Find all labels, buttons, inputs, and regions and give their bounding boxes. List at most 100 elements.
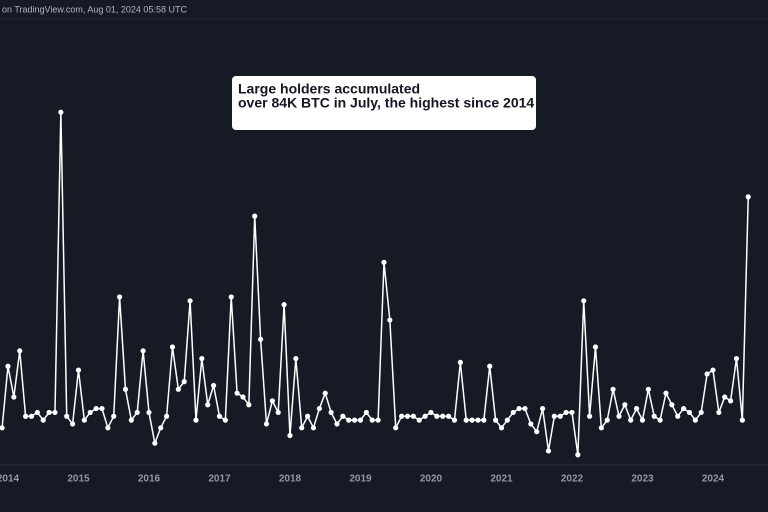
data-point: [234, 390, 240, 396]
x-tick-label: 2014: [0, 474, 20, 485]
data-point: [446, 413, 452, 419]
data-point: [739, 417, 745, 423]
data-point: [410, 413, 416, 419]
data-point: [263, 421, 270, 427]
data-point: [663, 390, 669, 396]
data-point: [610, 386, 616, 392]
data-point: [211, 382, 217, 389]
data-point: [5, 363, 11, 369]
data-point: [733, 355, 740, 362]
data-point: [52, 409, 58, 416]
data-point: [128, 417, 134, 423]
data-point: [169, 344, 176, 350]
data-point: [710, 367, 716, 373]
data-point: [393, 425, 399, 431]
data-point: [281, 302, 287, 308]
annotation-line: over 84K BTC in July, the highest since …: [238, 95, 534, 111]
data-point: [557, 413, 563, 419]
data-point: [11, 394, 17, 400]
data-point: [122, 386, 129, 392]
data-point: [357, 417, 364, 423]
x-tick-label: 2015: [67, 474, 90, 485]
data-point: [64, 413, 70, 419]
data-point: [651, 413, 657, 419]
data-point: [340, 413, 346, 419]
data-point: [528, 421, 534, 427]
data-point: [416, 417, 422, 423]
data-point: [592, 344, 599, 350]
data-point: [205, 402, 211, 408]
data-point: [422, 413, 428, 419]
data-point: [645, 386, 651, 392]
data-point: [534, 429, 540, 435]
data-point: [17, 348, 23, 354]
data-point: [111, 413, 117, 419]
data-point: [310, 425, 317, 431]
data-point: [440, 413, 446, 419]
data-point: [140, 348, 146, 354]
x-tick-label: 2024: [702, 474, 725, 485]
data-point: [105, 425, 111, 431]
data-point: [228, 294, 234, 300]
data-point: [569, 409, 575, 416]
data-point: [34, 409, 40, 416]
x-tick-label: 2017: [208, 474, 231, 485]
data-point: [704, 371, 710, 377]
data-point: [434, 413, 440, 419]
data-point: [622, 402, 628, 408]
data-point: [187, 298, 193, 304]
data-point: [716, 409, 722, 416]
x-tick-label: 2016: [138, 474, 161, 485]
data-point: [81, 417, 87, 423]
data-point: [40, 417, 46, 423]
x-tick-label: 2020: [420, 474, 443, 485]
data-point: [692, 417, 698, 423]
data-point: [99, 405, 105, 412]
data-point: [540, 405, 546, 412]
data-point: [451, 417, 458, 423]
data-point: [252, 213, 258, 219]
data-point: [240, 394, 246, 400]
data-point: [193, 417, 199, 423]
data-point: [381, 259, 387, 265]
data-point: [369, 417, 375, 423]
x-tick-label: 2023: [631, 474, 654, 485]
data-point: [375, 417, 381, 423]
data-point: [216, 413, 223, 419]
data-point: [504, 417, 510, 423]
data-point: [516, 405, 522, 412]
data-point: [152, 440, 158, 446]
data-point: [475, 417, 481, 423]
data-point: [346, 417, 352, 423]
data-point: [563, 409, 569, 416]
data-point: [164, 413, 170, 419]
data-point: [587, 413, 593, 419]
data-point: [322, 390, 328, 396]
x-tick-label: 2019: [349, 474, 372, 485]
data-point: [545, 448, 552, 454]
data-point: [698, 409, 704, 416]
plot: [0, 109, 751, 458]
data-point: [175, 386, 181, 392]
data-point: [199, 355, 205, 362]
data-point: [522, 405, 528, 412]
data-point: [399, 413, 405, 419]
data-point: [481, 417, 487, 423]
data-point: [269, 398, 275, 404]
data-point: [728, 398, 734, 404]
data-point: [328, 409, 334, 416]
data-point: [75, 367, 82, 373]
data-point: [158, 425, 164, 431]
data-point: [246, 402, 252, 408]
data-point: [293, 355, 299, 362]
data-point: [722, 394, 728, 400]
data-point: [604, 417, 610, 423]
data-point: [657, 417, 663, 423]
data-point: [117, 294, 123, 300]
data-point: [457, 359, 463, 365]
data-point: [222, 417, 228, 423]
data-point: [404, 413, 411, 419]
data-point: [181, 379, 187, 385]
data-point: [299, 425, 305, 431]
